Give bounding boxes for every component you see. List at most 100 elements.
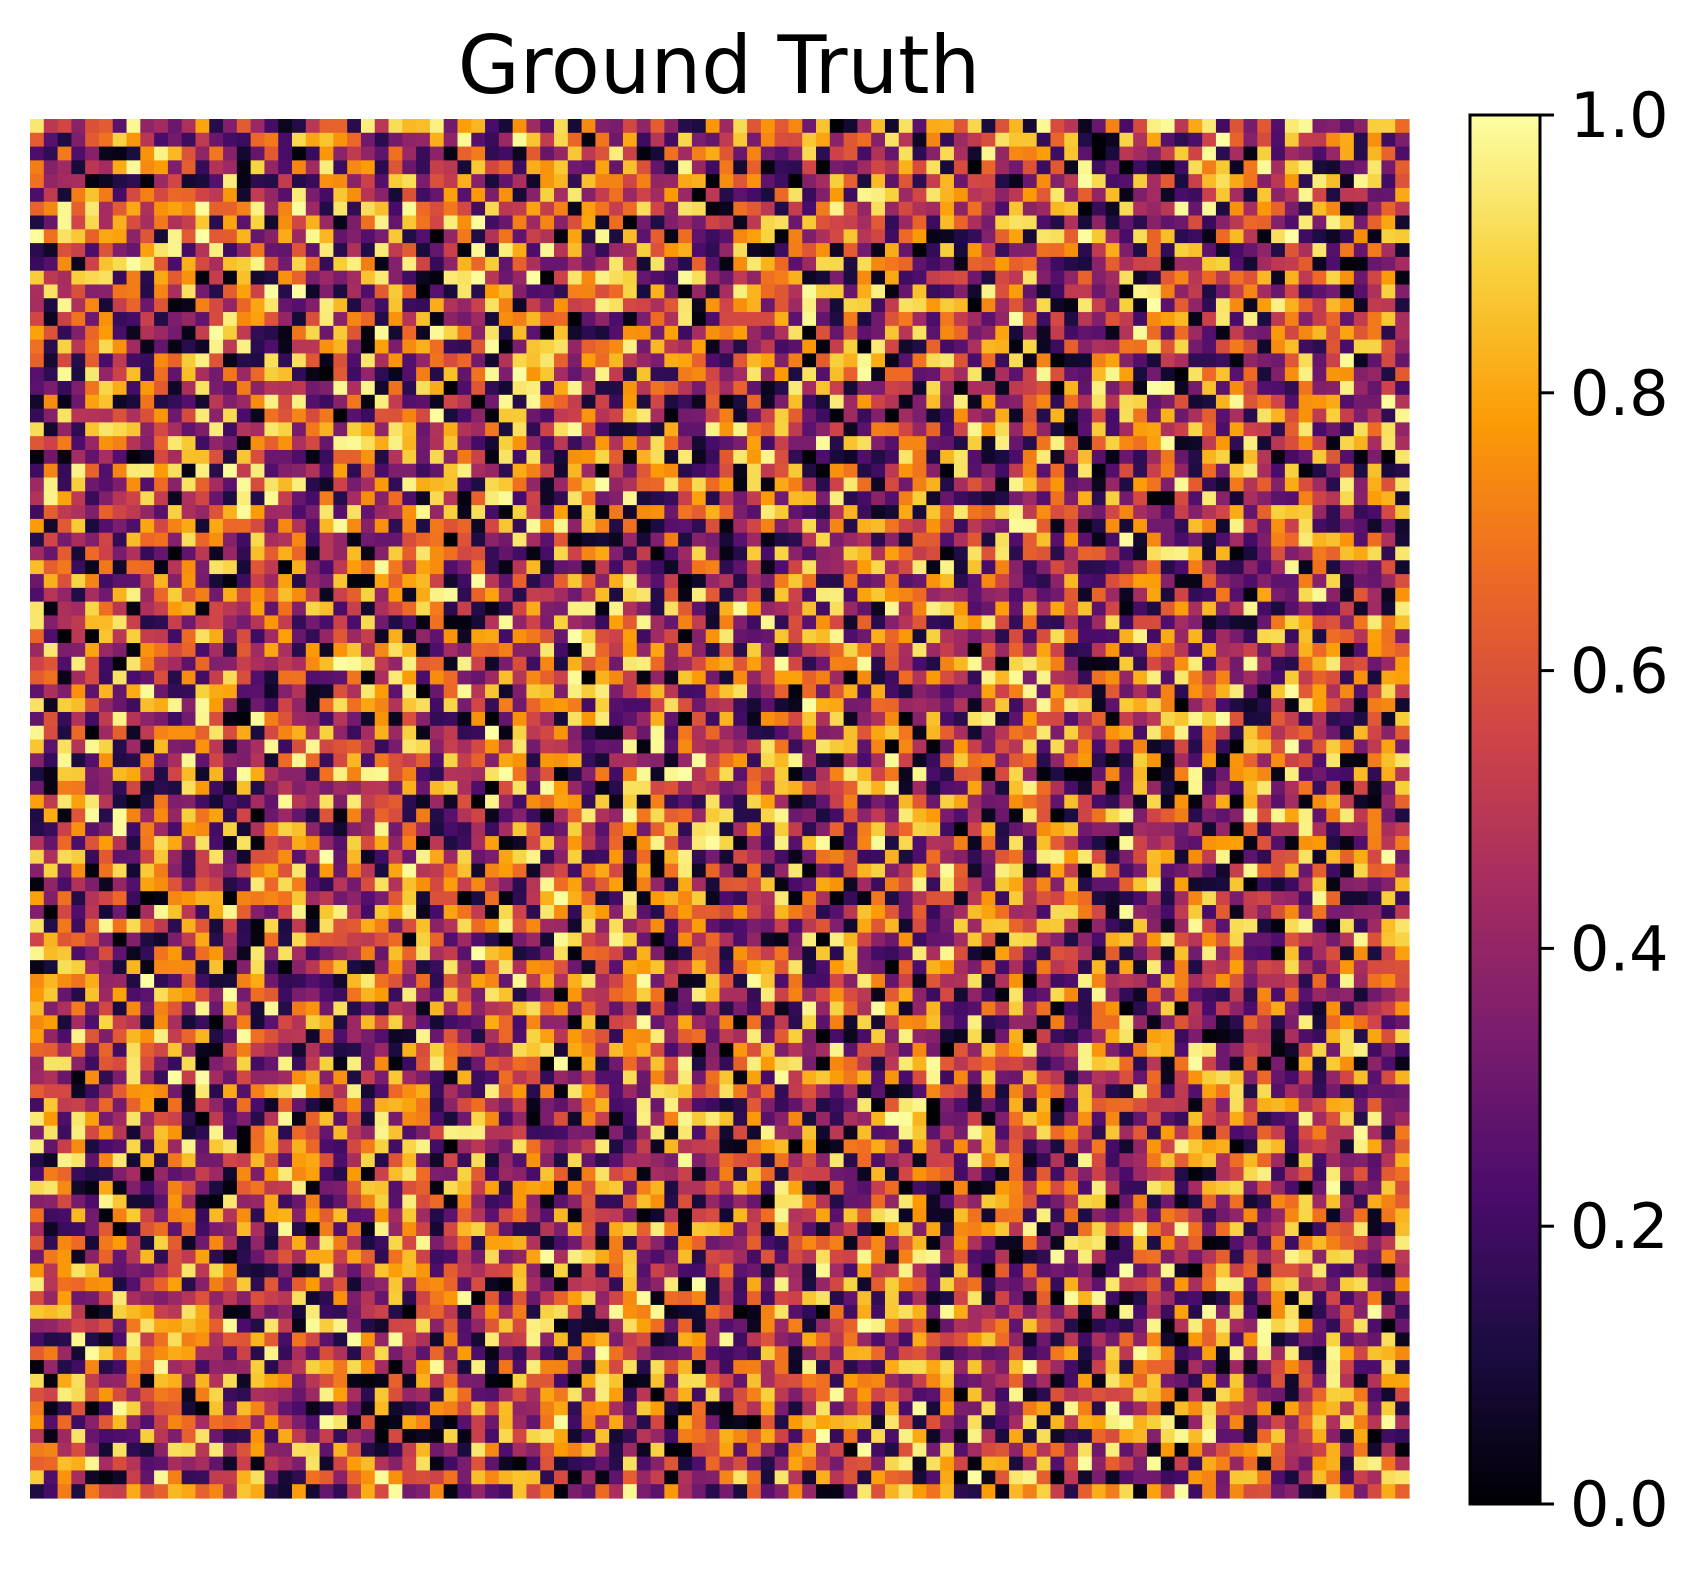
heatmap-cell — [416, 602, 430, 616]
heatmap-cell — [292, 698, 306, 712]
heatmap-cell — [1285, 243, 1299, 257]
heatmap-cell — [113, 629, 127, 643]
heatmap-cell — [402, 353, 416, 367]
heatmap-cell — [1326, 243, 1340, 257]
heatmap-cell — [1133, 560, 1147, 574]
heatmap-cell — [1009, 340, 1023, 354]
heatmap-cell — [788, 684, 802, 698]
heatmap-cell — [968, 698, 982, 712]
heatmap-cell — [1312, 740, 1326, 754]
heatmap-cell — [99, 298, 113, 312]
heatmap-cell — [209, 726, 223, 740]
heatmap-cell — [1202, 795, 1216, 809]
heatmap-cell — [678, 657, 692, 671]
heatmap-cell — [1368, 753, 1382, 767]
heatmap-cell — [320, 133, 334, 147]
heatmap-cell — [1230, 615, 1244, 629]
heatmap-cell — [1147, 119, 1161, 133]
heatmap-cell — [320, 257, 334, 271]
heatmap-cell — [678, 298, 692, 312]
heatmap-cell — [913, 643, 927, 657]
heatmap-cell — [430, 740, 444, 754]
heatmap-cell — [913, 740, 927, 754]
heatmap-cell — [1326, 271, 1340, 285]
heatmap-cell — [278, 671, 292, 685]
heatmap-cell — [264, 574, 278, 588]
heatmap-cell — [251, 726, 265, 740]
heatmap-cell — [402, 643, 416, 657]
heatmap-cell — [1175, 174, 1189, 188]
heatmap-cell — [416, 312, 430, 326]
heatmap-cell — [182, 491, 196, 505]
heatmap-cell — [320, 119, 334, 133]
heatmap-cell — [678, 629, 692, 643]
heatmap-cell — [857, 519, 871, 533]
heatmap-cell — [347, 615, 361, 629]
heatmap-cell — [1092, 560, 1106, 574]
heatmap-cell — [1133, 753, 1147, 767]
heatmap-cell — [168, 478, 182, 492]
heatmap-cell — [747, 229, 761, 243]
heatmap-cell — [995, 147, 1009, 161]
heatmap-cell — [1161, 202, 1175, 216]
heatmap-cell — [292, 147, 306, 161]
heatmap-cell — [457, 353, 471, 367]
heatmap-cell — [1285, 712, 1299, 726]
heatmap-cell — [651, 546, 665, 560]
heatmap-cell — [1078, 188, 1092, 202]
heatmap-cell — [1188, 574, 1202, 588]
heatmap-cell — [1037, 119, 1051, 133]
heatmap-cell — [609, 147, 623, 161]
heatmap-cell — [1299, 478, 1313, 492]
heatmap-cell — [857, 422, 871, 436]
heatmap-cell — [1216, 436, 1230, 450]
heatmap-cell — [1133, 284, 1147, 298]
heatmap-cell — [30, 326, 44, 340]
heatmap-cell — [816, 712, 830, 726]
heatmap-cell — [857, 174, 871, 188]
heatmap-cell — [444, 450, 458, 464]
heatmap-cell — [306, 671, 320, 685]
heatmap-cell — [99, 436, 113, 450]
heatmap-cell — [747, 202, 761, 216]
heatmap-cell — [1216, 450, 1230, 464]
heatmap-cell — [1092, 643, 1106, 657]
heatmap-cell — [871, 409, 885, 423]
heatmap-cell — [637, 229, 651, 243]
heatmap-cell — [140, 271, 154, 285]
heatmap-cell — [554, 119, 568, 133]
heatmap-cell — [154, 615, 168, 629]
heatmap-cell — [706, 381, 720, 395]
heatmap-cell — [554, 671, 568, 685]
heatmap-cell — [1161, 243, 1175, 257]
heatmap-cell — [554, 767, 568, 781]
heatmap-cell — [1092, 712, 1106, 726]
heatmap-cell — [1188, 409, 1202, 423]
heatmap-cell — [761, 684, 775, 698]
heatmap-cell — [885, 464, 899, 478]
heatmap-cell — [1175, 353, 1189, 367]
heatmap-cell — [802, 312, 816, 326]
heatmap-cell — [264, 147, 278, 161]
heatmap-cell — [1257, 602, 1271, 616]
heatmap-cell — [1216, 615, 1230, 629]
heatmap-cell — [471, 740, 485, 754]
heatmap-cell — [1340, 671, 1354, 685]
heatmap-cell — [444, 726, 458, 740]
heatmap-cell — [554, 450, 568, 464]
heatmap-cell — [99, 795, 113, 809]
heatmap-cell — [651, 284, 665, 298]
heatmap-cell — [182, 464, 196, 478]
heatmap-cell — [651, 491, 665, 505]
heatmap-cell — [1340, 326, 1354, 340]
heatmap-cell — [720, 533, 734, 547]
heatmap-cell — [692, 367, 706, 381]
heatmap-cell — [457, 491, 471, 505]
heatmap-cell — [1106, 422, 1120, 436]
heatmap-cell — [1340, 284, 1354, 298]
heatmap-cell — [457, 684, 471, 698]
heatmap-cell — [1326, 519, 1340, 533]
heatmap-cell — [664, 698, 678, 712]
heatmap-cell — [1244, 216, 1258, 230]
heatmap-cell — [1368, 257, 1382, 271]
